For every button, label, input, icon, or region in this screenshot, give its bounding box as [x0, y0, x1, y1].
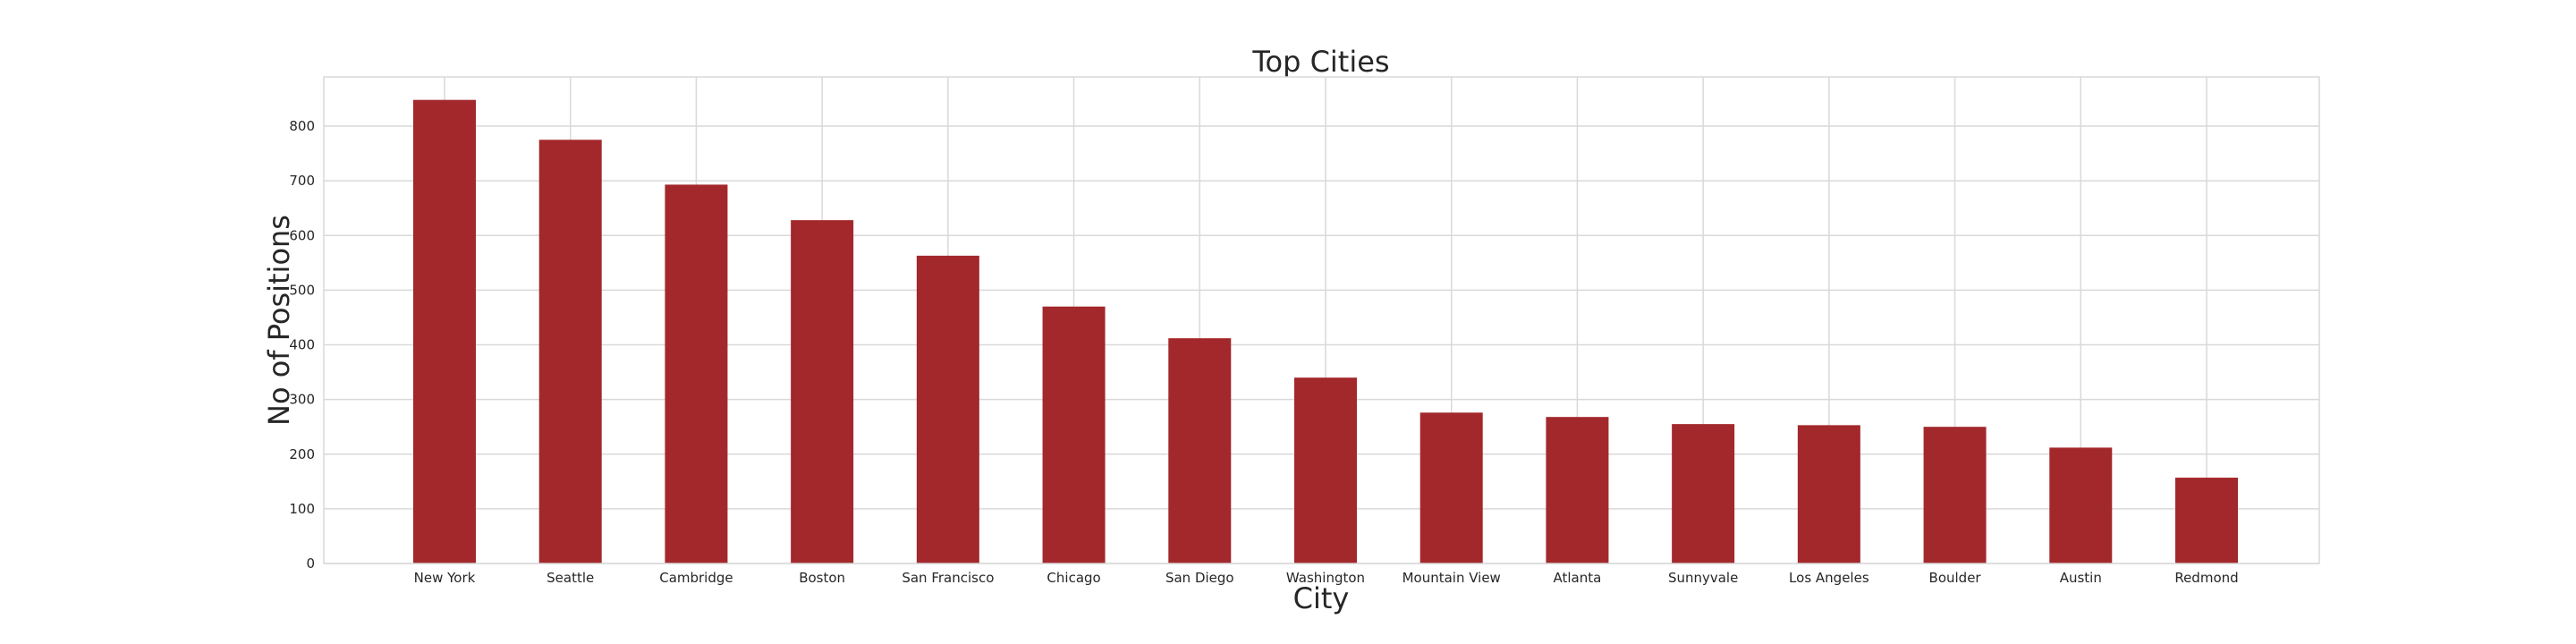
bar	[538, 140, 602, 564]
bar	[1923, 427, 1987, 564]
bar	[1546, 417, 1609, 564]
x-axis-label: City	[1293, 581, 1350, 615]
x-tick-label: Redmond	[2174, 570, 2238, 586]
bar	[2049, 447, 2113, 564]
bar	[791, 220, 854, 564]
bar	[665, 184, 728, 564]
bars	[413, 99, 2238, 564]
bar	[2175, 478, 2238, 564]
bar	[916, 255, 979, 564]
plot-frame	[323, 76, 2320, 564]
y-tick-label: 200	[289, 446, 315, 462]
x-tick-label: Seattle	[547, 570, 594, 586]
x-tick-label: Atlanta	[1554, 570, 1602, 586]
y-axis-label: No of Positions	[262, 215, 296, 426]
x-tick-label: Washington	[1286, 570, 1365, 586]
x-tick-label: Chicago	[1046, 570, 1100, 586]
y-tick-label: 700	[289, 173, 315, 189]
y-tick-label: 400	[289, 337, 315, 353]
x-tick-label: Boulder	[1929, 570, 1982, 586]
y-axis-ticks: 0 100 200 300 400 500 600 700 800	[289, 118, 315, 572]
bar	[1168, 338, 1232, 564]
x-tick-label: San Francisco	[902, 570, 994, 586]
chart-title: Top Cities	[1251, 45, 1389, 79]
bar	[413, 99, 476, 564]
x-tick-label: Mountain View	[1402, 570, 1501, 586]
y-tick-label: 0	[306, 555, 315, 572]
bar	[1294, 377, 1357, 564]
y-tick-label: 500	[289, 282, 315, 298]
x-tick-label: San Diego	[1165, 570, 1234, 586]
x-axis-ticks: New York Seattle Cambridge Boston San Franci…	[414, 570, 2239, 586]
y-tick-label: 300	[289, 392, 315, 408]
bar	[1672, 424, 1735, 564]
x-tick-label: New York	[414, 570, 476, 586]
bar	[1419, 412, 1483, 564]
y-tick-label: 100	[289, 501, 315, 517]
y-tick-label: 800	[289, 118, 315, 134]
y-tick-label: 600	[289, 227, 315, 243]
x-tick-label: Los Angeles	[1789, 570, 1869, 586]
x-tick-label: Austin	[2060, 570, 2102, 586]
bar	[1042, 306, 1106, 564]
x-tick-label: Sunnyvale	[1668, 570, 1738, 586]
x-tick-label: Cambridge	[659, 570, 733, 586]
x-tick-label: Boston	[799, 570, 845, 586]
bar	[1797, 425, 1860, 564]
